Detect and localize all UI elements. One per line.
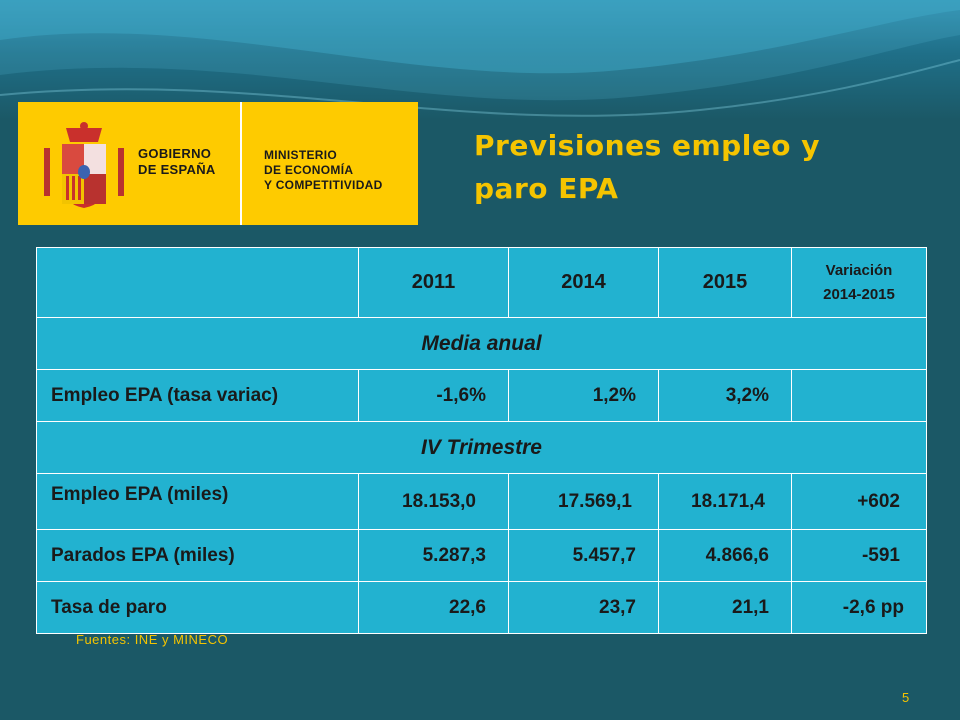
government-line: DE ESPAÑA <box>138 162 216 177</box>
section-media-anual: Media anual <box>36 317 927 370</box>
logo-divider <box>240 102 242 225</box>
cell-variation <box>791 369 927 422</box>
header-variation: Variación 2014-2015 <box>791 247 927 318</box>
cell-2011: 22,6 <box>358 581 509 634</box>
source-note: Fuentes: INE y MINECO <box>76 632 229 647</box>
cell-2015: 18.171,4 <box>658 473 792 530</box>
ministry-name: MINISTERIO DE ECONOMÍA Y COMPETITIVIDAD <box>264 148 383 193</box>
header-empty-cell <box>36 247 359 318</box>
cell-variation: -591 <box>791 529 927 582</box>
row-label: Empleo EPA (tasa variac) <box>36 369 359 422</box>
row-label: Empleo EPA (miles) <box>36 473 359 530</box>
cell-2011: 5.287,3 <box>358 529 509 582</box>
header-gradient <box>0 0 960 120</box>
page-number: 5 <box>902 690 910 705</box>
ministry-line: Y COMPETITIVIDAD <box>264 178 383 192</box>
cell-2011: 18.153,0 <box>358 473 509 530</box>
header-2011: 2011 <box>358 247 509 318</box>
government-logo: GOBIERNO DE ESPAÑA MINISTERIO DE ECONOMÍ… <box>18 102 418 225</box>
government-line: GOBIERNO <box>138 146 212 161</box>
ministry-line: DE ECONOMÍA <box>264 163 354 177</box>
ministry-line: MINISTERIO <box>264 148 338 162</box>
section-row: Media anual <box>36 317 927 370</box>
cell-2015: 21,1 <box>658 581 792 634</box>
header-wave-decoration <box>0 0 960 117</box>
header-variation-line: 2014-2015 <box>823 285 895 303</box>
slide-title: Previsiones empleo y paro EPA <box>474 124 894 210</box>
forecast-table: 2011 2014 2015 Variación 2014-2015 Media… <box>36 247 927 634</box>
section-row: IV Trimestre <box>36 421 927 474</box>
slide-title-line: paro EPA <box>474 172 619 205</box>
table-row: Parados EPA (miles) 5.287,3 5.457,7 4.86… <box>36 529 927 582</box>
cell-2011: -1,6% <box>358 369 509 422</box>
cell-2014: 1,2% <box>508 369 659 422</box>
header-variation-line: Variación <box>825 261 893 279</box>
section-iv-trimestre: IV Trimestre <box>36 421 927 474</box>
cell-2015: 4.866,6 <box>658 529 792 582</box>
slide-title-line: Previsiones empleo y <box>474 129 821 162</box>
table-row: Tasa de paro 22,6 23,7 21,1 -2,6 pp <box>36 581 927 634</box>
cell-2014: 5.457,7 <box>508 529 659 582</box>
cell-2014: 23,7 <box>508 581 659 634</box>
row-label: Tasa de paro <box>36 581 359 634</box>
header-2014: 2014 <box>508 247 659 318</box>
government-name: GOBIERNO DE ESPAÑA <box>138 146 216 178</box>
cell-variation: -2,6 pp <box>791 581 927 634</box>
table-row: Empleo EPA (tasa variac) -1,6% 1,2% 3,2% <box>36 369 927 422</box>
cell-2015: 3,2% <box>658 369 792 422</box>
coat-of-arms-icon <box>44 122 124 208</box>
table-header-row: 2011 2014 2015 Variación 2014-2015 <box>36 247 927 318</box>
table-row: Empleo EPA (miles) 18.153,0 17.569,1 18.… <box>36 473 927 530</box>
cell-2014: 17.569,1 <box>508 473 659 530</box>
row-label: Parados EPA (miles) <box>36 529 359 582</box>
cell-variation: +602 <box>791 473 927 530</box>
header-2015: 2015 <box>658 247 792 318</box>
